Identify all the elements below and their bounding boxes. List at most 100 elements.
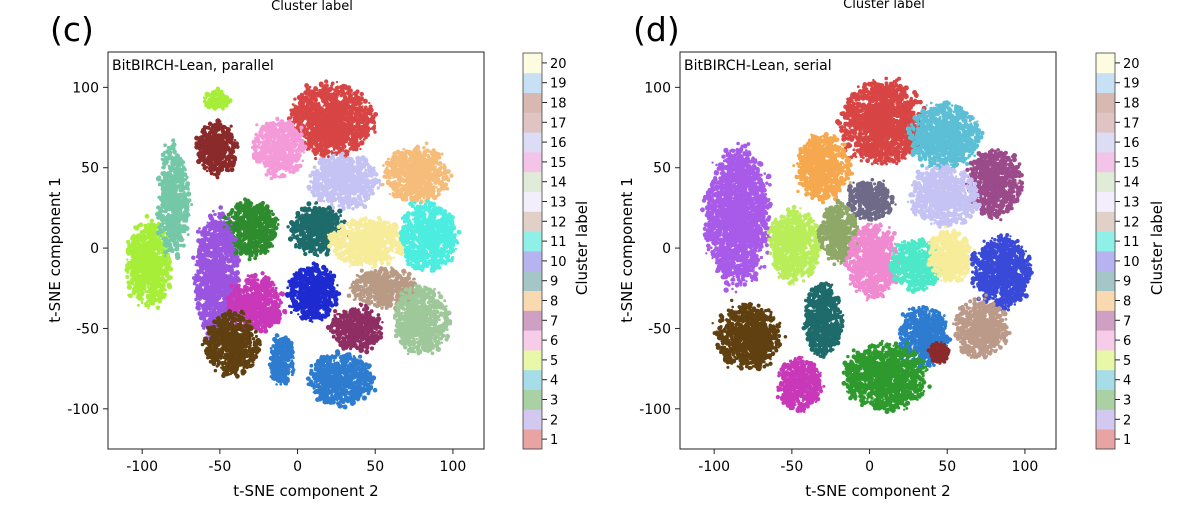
point [336, 158, 340, 162]
point [335, 127, 339, 130]
point [302, 107, 307, 112]
point [373, 124, 377, 128]
point [321, 170, 327, 176]
cluster-peach [380, 141, 454, 204]
point [232, 157, 237, 162]
point [368, 170, 373, 175]
point [210, 145, 216, 151]
point [203, 138, 207, 142]
point [267, 232, 271, 235]
point [303, 127, 307, 131]
point [339, 124, 343, 128]
point [209, 140, 213, 145]
point [236, 219, 243, 225]
point [345, 115, 351, 121]
point [277, 133, 281, 137]
point [250, 145, 255, 150]
point [290, 142, 293, 146]
point [426, 175, 430, 178]
point [219, 135, 224, 140]
point [318, 101, 321, 105]
point [315, 170, 318, 173]
point [335, 80, 339, 84]
point [353, 198, 357, 203]
point [316, 191, 321, 196]
point [325, 85, 328, 89]
point [423, 185, 427, 189]
point [309, 118, 313, 122]
point [319, 107, 323, 111]
point [282, 173, 287, 178]
point [331, 206, 335, 210]
point [347, 85, 351, 90]
point [258, 214, 262, 218]
point [415, 145, 421, 150]
point [324, 79, 329, 84]
point [271, 155, 277, 161]
point [253, 245, 259, 251]
point [333, 88, 338, 93]
point [268, 132, 272, 137]
point [291, 146, 295, 149]
point [442, 175, 448, 180]
point [324, 146, 327, 150]
point [328, 196, 333, 202]
point [251, 154, 258, 161]
point [326, 158, 330, 161]
point [294, 216, 298, 219]
point [300, 140, 303, 143]
point [264, 221, 270, 227]
point [352, 141, 357, 147]
point [425, 148, 430, 153]
point [320, 195, 324, 200]
point [273, 134, 278, 138]
point [316, 254, 320, 258]
point [363, 105, 368, 110]
point [269, 176, 274, 181]
point [227, 129, 230, 133]
point [297, 143, 302, 147]
point [422, 151, 426, 155]
point [333, 117, 337, 121]
point [332, 136, 337, 141]
panel-c-label: (c) [50, 10, 94, 49]
point [403, 184, 407, 189]
point [352, 181, 357, 186]
point [314, 201, 319, 205]
point [291, 122, 295, 127]
point [374, 179, 378, 183]
point [236, 243, 241, 247]
point [343, 122, 348, 126]
point [403, 192, 406, 195]
point [223, 134, 228, 139]
point [276, 223, 280, 226]
point [438, 187, 443, 192]
point [347, 150, 350, 153]
point [230, 150, 235, 155]
point [355, 161, 360, 165]
point [435, 186, 438, 189]
point [311, 219, 317, 225]
point [311, 141, 315, 145]
point [294, 148, 300, 154]
point [306, 201, 312, 207]
point [292, 165, 295, 168]
point [299, 92, 305, 98]
point [230, 141, 236, 147]
point [334, 160, 337, 163]
point [310, 216, 315, 220]
point [365, 162, 369, 165]
point [311, 248, 315, 251]
point [302, 208, 307, 213]
point [428, 163, 434, 169]
point [409, 175, 414, 180]
point [330, 81, 335, 86]
point [223, 155, 226, 158]
point [333, 153, 336, 157]
point [336, 102, 342, 108]
point [286, 225, 290, 229]
point [439, 180, 445, 186]
point [271, 225, 275, 229]
point [328, 115, 332, 118]
point [330, 173, 335, 178]
